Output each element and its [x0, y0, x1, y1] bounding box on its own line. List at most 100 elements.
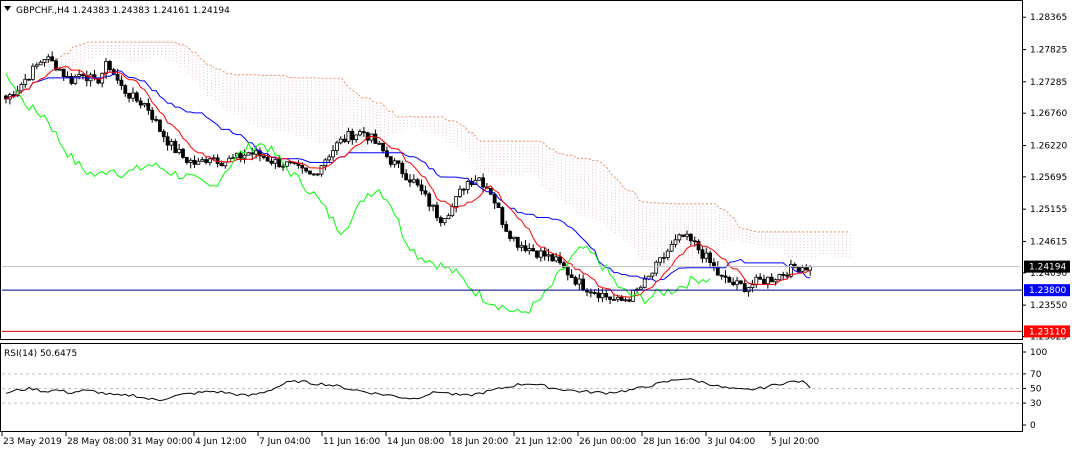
candle-body [107, 61, 112, 71]
candle [765, 276, 770, 289]
candle [623, 297, 628, 302]
candle [284, 161, 289, 168]
candle-body [134, 92, 139, 102]
candle [300, 162, 305, 174]
candle [404, 169, 409, 181]
candle-body [535, 250, 539, 258]
candle [319, 164, 324, 177]
candle-body [562, 262, 566, 268]
red-level-price-tag: 1.23110 [1029, 327, 1066, 337]
candle [196, 157, 201, 165]
candle-body [415, 179, 420, 186]
candle [604, 289, 609, 301]
candle-body [758, 276, 763, 280]
candle-body [765, 276, 770, 285]
candle [508, 229, 512, 242]
price-pane[interactable] [0, 0, 1023, 340]
candle-body [254, 150, 258, 155]
price-tick-label: 1.26760 [1030, 109, 1067, 119]
candle-body [181, 148, 185, 158]
candle [342, 134, 347, 144]
candle-body [346, 130, 351, 142]
candle-body [23, 78, 28, 85]
candle [427, 191, 432, 211]
candle-body [554, 256, 559, 262]
candle-body [200, 159, 205, 162]
candle [792, 262, 797, 269]
candle [165, 132, 170, 151]
candle [131, 87, 135, 102]
candle [73, 74, 78, 85]
candle [562, 260, 566, 269]
candle [396, 160, 401, 169]
candle-body [523, 245, 528, 252]
candle-body [146, 103, 151, 111]
price-axis[interactable]: 1.28365 1.27825 1.27285 1.26760 1.26220 1.256… [1022, 13, 1070, 343]
candle-body [438, 217, 443, 224]
candle-body [742, 283, 747, 293]
candle [350, 128, 355, 145]
candle-body [481, 177, 486, 188]
candle [542, 247, 547, 261]
candle-body [431, 204, 435, 207]
candle [142, 102, 147, 108]
candle [181, 147, 185, 159]
candle-body [692, 240, 697, 243]
candle-body [304, 167, 309, 172]
candle-body [69, 76, 74, 84]
candle-body [81, 74, 85, 77]
candle-body [754, 276, 759, 286]
candle [515, 236, 520, 251]
rsi-pane[interactable] [0, 343, 1023, 432]
candle [158, 119, 162, 133]
candle-body [473, 179, 478, 185]
candle [261, 155, 266, 160]
time-tick-label: 5 Jul 20:00 [771, 437, 820, 447]
candle [184, 156, 189, 165]
time-tick-label: 11 Jun 16:00 [323, 437, 380, 447]
time-tick-label: 7 Jun 04:00 [259, 437, 311, 447]
candle [134, 91, 139, 103]
candle-body [38, 61, 43, 66]
candle-body [158, 119, 162, 132]
candle-body [123, 85, 128, 94]
candle-body [177, 148, 182, 154]
candle-body [404, 173, 409, 181]
candle-body [538, 250, 543, 258]
candle-body [638, 286, 643, 290]
candle-body [131, 92, 135, 99]
candle [269, 157, 274, 166]
rsi-tick-label: 0 [1030, 421, 1036, 431]
candle-body [442, 218, 447, 224]
candle-body [677, 234, 682, 241]
candle-body [311, 173, 316, 176]
candle [500, 206, 505, 228]
candle [438, 215, 443, 227]
price-tick-label: 1.27825 [1030, 46, 1067, 56]
collapse-triangle-icon[interactable] [4, 6, 11, 11]
candle [446, 213, 451, 220]
candle [431, 204, 435, 211]
candle-body [300, 165, 305, 169]
candle [115, 68, 120, 84]
candle-body [508, 230, 512, 239]
candle-body [581, 278, 586, 291]
candle-body [596, 292, 601, 299]
candle [419, 179, 424, 195]
candle-body [31, 65, 35, 80]
candle-body [615, 296, 620, 300]
rsi-levels [2, 373, 1022, 404]
candle-body [373, 133, 378, 144]
candle-body [119, 79, 124, 86]
candle-body [546, 254, 551, 257]
candle-body [573, 277, 578, 285]
candle [511, 236, 516, 242]
candle [327, 154, 332, 163]
candle-body [19, 84, 24, 92]
candle-body [211, 157, 216, 160]
candle [688, 233, 693, 246]
candle-body [446, 215, 451, 219]
candle-body [169, 141, 174, 146]
candle [785, 271, 789, 280]
